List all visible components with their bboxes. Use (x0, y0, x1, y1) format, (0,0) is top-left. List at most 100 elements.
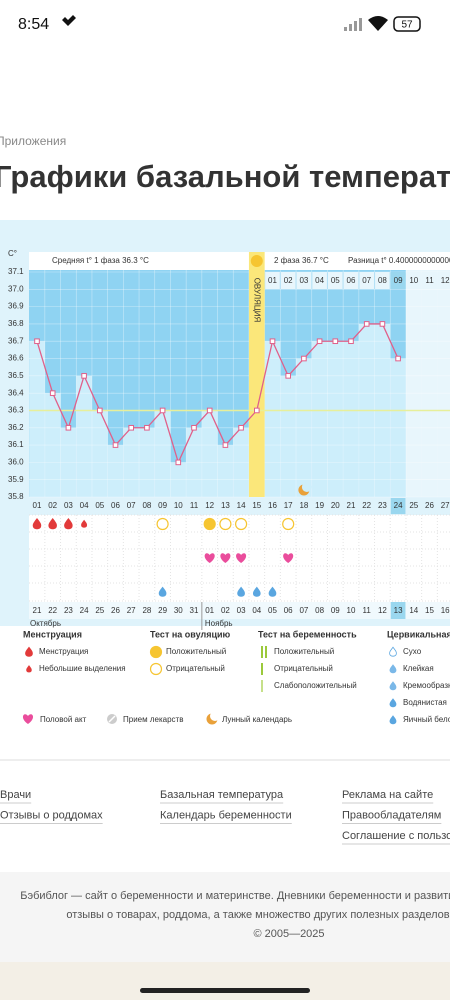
date-label: 31 (190, 606, 199, 615)
heart-icon (22, 714, 34, 724)
temperature-point (81, 373, 87, 379)
empty-column (405, 270, 422, 497)
legend-icon (108, 715, 116, 723)
y-tick-label: 37.0 (8, 284, 24, 293)
legend-icon (389, 715, 397, 725)
date-label: 09 (331, 606, 340, 615)
date-label: 28 (142, 606, 151, 615)
date-label: 12 (378, 606, 387, 615)
page-title: Графики базальной температуры (0, 159, 450, 194)
y-tick-label: 36.0 (8, 457, 24, 466)
date-label: 21 (33, 606, 42, 615)
date-label: 06 (284, 606, 293, 615)
mucus-icon (158, 586, 167, 597)
day-label: 24 (394, 501, 403, 510)
phase2-day: 09 (394, 276, 403, 285)
date-label: 27 (127, 606, 136, 615)
month-label: Октябрь (30, 619, 61, 628)
chart: 37.1 37.0 36.9 36.8 36.7 36.6 36.5 36.4 36.3 36.2… (8, 249, 450, 725)
phase2-cell (422, 272, 437, 289)
phase2-cell (280, 272, 296, 289)
mucus-icon (237, 586, 245, 597)
phase2-cell (265, 272, 280, 289)
empty-column (421, 270, 438, 497)
y-tick-label: 36.7 (8, 336, 24, 345)
test-negative-icon (149, 662, 163, 676)
phase2-day: 02 (284, 276, 293, 285)
footer-link[interactable]: Отзывы о роддомах (0, 809, 103, 821)
date-label: 01 (205, 606, 214, 615)
day-label: 02 (48, 501, 57, 510)
date-label: 14 (409, 606, 418, 615)
temperature-point (128, 424, 134, 431)
date-label: 22 (48, 606, 57, 615)
day-column (76, 375, 92, 497)
day-label: 04 (80, 501, 89, 510)
legend-title: Тест на беременность (258, 629, 357, 639)
footer-link[interactable]: Базальная температура (160, 789, 284, 801)
temperature-point (395, 355, 401, 362)
legend-item: Клейкая (403, 664, 434, 673)
date-label: 08 (315, 606, 324, 615)
temperature-point (285, 373, 291, 379)
footer-link[interactable]: Врачи (0, 789, 31, 801)
day-label: 01 (33, 501, 42, 510)
legend-title: Менструация (23, 629, 82, 639)
legend-icon (389, 664, 397, 674)
phase2-day: 01 (268, 276, 277, 285)
phase2-label: 2 фаза 36.7 °C (274, 256, 329, 265)
month-label: Ноябрь (205, 619, 233, 628)
temperature-point (301, 355, 307, 362)
breadcrumb[interactable]: Приложения (0, 134, 66, 148)
temperature-point (191, 424, 197, 431)
status-time: 8:54 (18, 16, 49, 33)
legend-item: Отрицательный (166, 664, 225, 673)
phase2-cell (296, 272, 312, 289)
date-label: 23 (64, 606, 73, 615)
temperature-point (97, 407, 103, 414)
legend-area (0, 626, 450, 735)
phase2-day: 11 (425, 276, 434, 285)
home-indicator (140, 988, 310, 993)
legend-item: Слабоположительный (274, 681, 357, 690)
legend-item: Сухо (403, 647, 422, 656)
day-label: 06 (111, 501, 120, 510)
day-column (280, 375, 297, 497)
day-label: 09 (158, 501, 167, 510)
day-column (311, 341, 328, 497)
heart-icon (236, 553, 247, 563)
day-label: 22 (362, 501, 371, 510)
footer-link[interactable]: Соглашение с пользователями (342, 830, 450, 842)
difference-label: Разница t° 0.4000000000000 (348, 256, 450, 265)
temperature-point (206, 407, 213, 414)
temperature-point (348, 338, 354, 345)
legend-icon (389, 681, 397, 691)
signal-bar (354, 21, 357, 31)
footer-link[interactable]: Календарь беременности (160, 809, 292, 821)
phase2-day: 12 (441, 276, 450, 285)
chart-header (29, 252, 450, 270)
footer-link[interactable]: Правообладателям (342, 809, 441, 821)
footer-link[interactable]: Реклама на сайте (342, 789, 433, 801)
y-tick-label: 36.4 (8, 388, 24, 397)
y-tick-label: 35.8 (8, 492, 24, 501)
date-label: 03 (237, 606, 246, 615)
day-column (343, 341, 359, 497)
phase1-label: Средняя t° 1 фаза 36.3 °C (52, 256, 149, 265)
y-tick-label: 36.5 (8, 371, 24, 380)
legend-title: Цервикальная слизь (387, 629, 450, 639)
temperature-point (34, 338, 40, 345)
ovulation-column (248, 252, 265, 497)
day-label: 05 (95, 501, 104, 510)
day-label: 27 (441, 501, 450, 510)
footer-text: отзывы о товарах, роддома, а также множе… (66, 909, 449, 921)
phase2-day: 05 (331, 276, 340, 285)
phase2-day: 04 (315, 276, 324, 285)
date-label: 02 (221, 606, 230, 615)
day-column (327, 341, 344, 497)
date-label: 25 (95, 606, 104, 615)
mucus-icon (268, 586, 277, 597)
day-label: 17 (284, 501, 293, 510)
test-positive-icon (149, 645, 163, 659)
